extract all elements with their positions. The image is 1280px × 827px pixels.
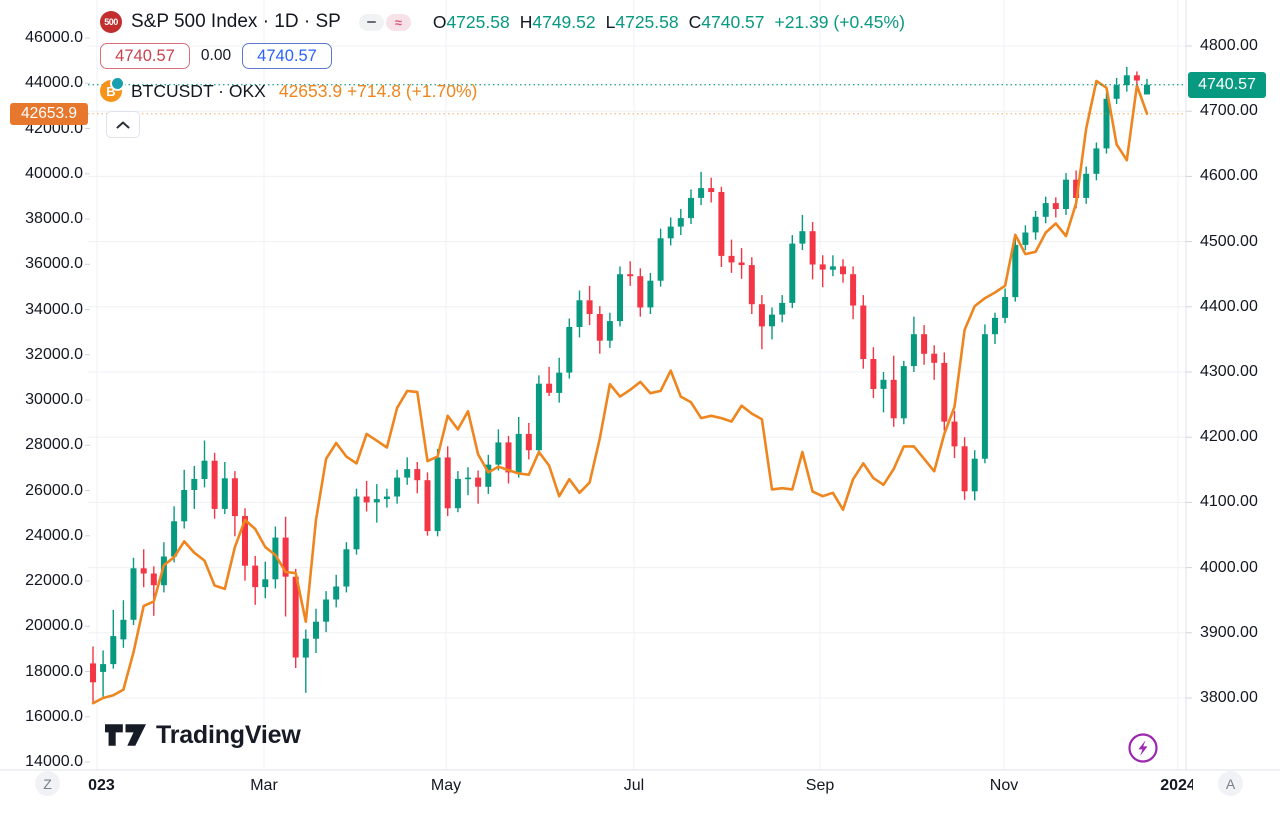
chart-legend: 500 S&P 500 Index · 1D · SP ≈ O4725.58 H…	[100, 8, 905, 138]
low-label: L	[605, 11, 616, 32]
svg-text:Mar: Mar	[250, 777, 278, 794]
right-axis-tick-label: 4400.00	[1200, 297, 1258, 315]
left-axis-tick-label: 24000.0	[25, 526, 83, 544]
left-price-axis[interactable]: 46000.0 44000.0 42000.0 40000.0 38000.0 36000…	[0, 0, 88, 770]
dash-icon	[366, 20, 376, 24]
btc-line-series	[91, 79, 1149, 705]
right-axis-tick-label: 3900.00	[1200, 623, 1258, 641]
left-axis-tick-label: 20000.0	[25, 617, 83, 635]
left-axis-tick-label: 38000.0	[25, 210, 83, 227]
symbol-title[interactable]: S&P 500 Index · 1D · SP	[131, 11, 341, 32]
sell-price-button[interactable]: 4740.57	[100, 43, 190, 69]
sp500-symbol-icon: 500	[100, 11, 122, 33]
watermark-text: TradingView	[156, 720, 301, 749]
approx-series-pill[interactable]: ≈	[385, 13, 411, 31]
right-axis-tick-label: 3800.00	[1200, 689, 1258, 706]
tradingview-watermark: TradingView	[105, 719, 301, 751]
btcusdt-title[interactable]: BTCUSDT · OKX	[131, 80, 266, 101]
low-value: 4725.58	[615, 11, 679, 32]
timezone-badge[interactable]: Z	[35, 771, 60, 796]
close-label: C	[688, 11, 702, 32]
svg-text:Jul: Jul	[624, 777, 644, 794]
svg-text:2023: 2023	[79, 777, 115, 794]
left-axis-tick-label: 14000.0	[25, 753, 83, 770]
right-axis-tick-label: 4200.00	[1200, 428, 1258, 446]
open-value: 4725.58	[446, 11, 510, 32]
left-axis-tick-label: 26000.0	[25, 481, 83, 499]
left-axis-tick-label: 18000.0	[25, 662, 83, 680]
btcusdt-symbol-icon: B	[100, 76, 125, 102]
high-value: 4749.52	[532, 11, 596, 32]
hide-series-pill[interactable]	[358, 13, 384, 31]
open-label: O	[432, 11, 447, 32]
left-axis-tick-label: 36000.0	[25, 255, 83, 273]
collapse-legend-button[interactable]	[106, 111, 140, 138]
left-axis-tick-label: 46000.0	[25, 29, 83, 46]
chevron-up-icon	[116, 121, 130, 128]
right-axis-tick-label: 4800.00	[1200, 37, 1258, 54]
btc-last-price-tag: 42653.9	[10, 102, 88, 125]
ohlc-values: O4725.58 H4749.52 L4725.58 C4740.57 +21.…	[433, 12, 905, 33]
right-axis-tick-label: 4500.00	[1200, 232, 1258, 250]
lightning-icon	[1128, 733, 1158, 763]
autoscale-badge[interactable]: A	[1218, 771, 1243, 796]
high-label: H	[519, 11, 533, 32]
close-value: 4740.57	[701, 11, 765, 32]
spread-value: 0.00	[200, 47, 232, 64]
left-axis-tick-label: 34000.0	[25, 300, 83, 318]
svg-text:2024: 2024	[1160, 777, 1196, 794]
change-value: +21.39 (+0.45%)	[774, 11, 905, 32]
left-axis-tick-label: 22000.0	[25, 572, 83, 589]
left-axis-tick-label: 30000.0	[25, 391, 83, 408]
left-axis-tick-label: 28000.0	[25, 436, 83, 454]
gridlines	[88, 0, 1186, 770]
left-axis-tick-label: 16000.0	[25, 707, 83, 725]
time-axis-labels[interactable]: 2023 Mar May Jul Sep Nov 2024	[79, 777, 1196, 794]
right-price-axis[interactable]: 4800.00 4700.00 4600.00 4500.00 4400.00 4300.…	[1186, 0, 1280, 770]
btcusdt-values: 42653.9 +714.8 (+1.70%)	[278, 80, 478, 101]
svg-text:May: May	[431, 777, 461, 794]
buy-price-button[interactable]: 4740.57	[242, 43, 332, 69]
left-axis-tick-label: 32000.0	[25, 345, 83, 363]
left-axis-tick-label: 40000.0	[25, 164, 83, 182]
left-axis-tick-label: 44000.0	[25, 74, 83, 92]
boost-button[interactable]	[1127, 732, 1159, 764]
right-axis-tick-label: 4000.00	[1200, 558, 1258, 576]
candlestick-series	[90, 66, 1150, 702]
right-axis-tick-label: 4300.00	[1200, 363, 1258, 380]
right-axis-tick-label: 4600.00	[1200, 167, 1258, 185]
svg-text:Sep: Sep	[806, 777, 835, 794]
right-axis-tick-label: 4100.00	[1200, 493, 1258, 511]
tradingview-logo-icon	[105, 724, 146, 746]
svg-text:Nov: Nov	[990, 777, 1018, 794]
sp-last-price-tag: 4740.57	[1188, 71, 1266, 98]
right-axis-tick-label: 4700.00	[1200, 102, 1258, 120]
